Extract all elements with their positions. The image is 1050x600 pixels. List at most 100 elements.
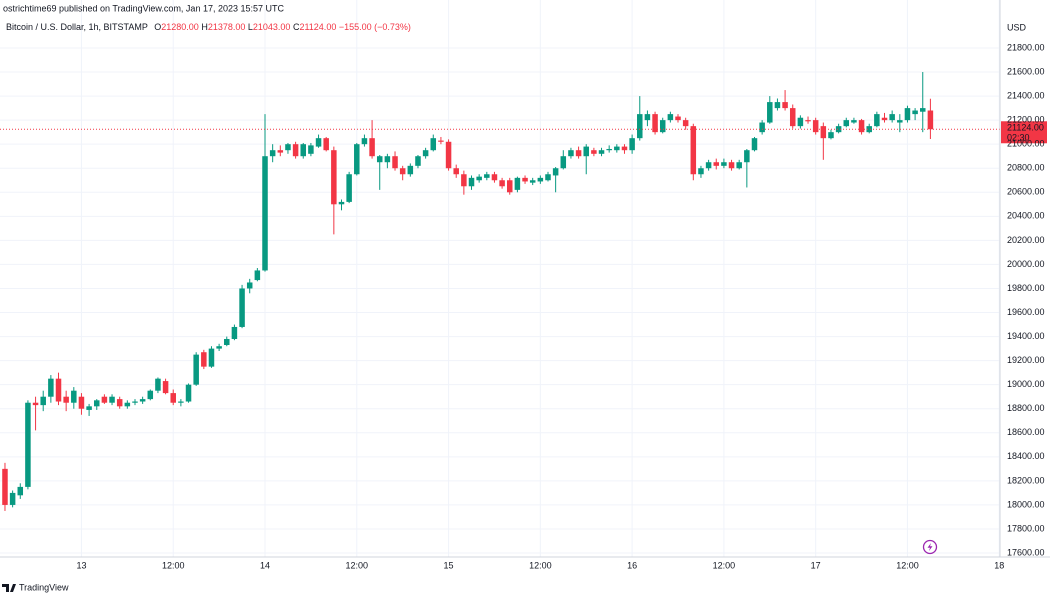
candle-body [614, 146, 620, 151]
candle-body [552, 168, 559, 176]
candle-body [208, 348, 215, 367]
y-tick-label: 19800.00 [1007, 283, 1045, 293]
candle-body [430, 138, 437, 151]
candle-body [468, 177, 475, 187]
candle-body [874, 114, 880, 127]
candle-body [820, 126, 827, 139]
y-tick-label: 20200.00 [1007, 235, 1045, 245]
candle-body [292, 144, 299, 157]
candle-body [32, 402, 39, 406]
candle-body [897, 120, 903, 123]
candle-body [323, 138, 329, 151]
candle-body [789, 108, 796, 127]
candle-body [866, 126, 872, 133]
candle-body [881, 117, 888, 121]
y-tick-label: 20600.00 [1007, 187, 1045, 197]
candle-body [185, 384, 192, 402]
candle-body [224, 338, 230, 345]
candle-body [621, 146, 628, 151]
candle-body [422, 150, 429, 157]
candle-body [300, 144, 307, 157]
candle-body [598, 150, 605, 154]
candle-body [812, 120, 819, 133]
candle-body [506, 180, 513, 193]
y-tick-label: 18800.00 [1007, 403, 1045, 413]
candle-body [9, 492, 16, 505]
candle-body [25, 402, 31, 487]
o-value: 21280.00 [161, 22, 199, 32]
candle-body [262, 156, 268, 271]
candle-body [568, 150, 574, 157]
price-tag-price: 21124.00 [1007, 123, 1044, 133]
candle-body [338, 201, 345, 205]
candle-body [484, 174, 490, 178]
candle-body [728, 162, 735, 169]
candle-body [843, 120, 850, 127]
candle-body [392, 156, 398, 169]
candle-body [415, 156, 421, 166]
y-tick-label: 20800.00 [1007, 163, 1045, 173]
candle-body [331, 150, 337, 205]
candle-body [346, 174, 352, 202]
y-tick-label: 18400.00 [1007, 451, 1045, 461]
candle-body [805, 120, 811, 122]
candle-body [721, 162, 727, 166]
candle-body [698, 168, 704, 175]
candle-body [667, 114, 674, 121]
candle-body [201, 352, 207, 367]
logo [2, 584, 16, 592]
candle-body [713, 162, 720, 166]
x-tick-label: 16 [627, 560, 637, 570]
candle-body [575, 150, 582, 157]
y-tick-label: 19400.00 [1007, 331, 1045, 341]
y-tick-label: 18600.00 [1007, 427, 1045, 437]
candle-body [399, 168, 406, 175]
candle-body [675, 116, 681, 121]
y-tick-label: 20400.00 [1007, 211, 1045, 221]
x-tick-label: 12:00 [529, 560, 552, 570]
candle-body [239, 288, 245, 327]
y-tick-label: 18200.00 [1007, 475, 1045, 485]
plot [0, 72, 1000, 511]
symbol: Bitcoin / U.S. Dollar, 1h, BITSTAMP O212… [6, 22, 411, 32]
candle-body [445, 141, 452, 169]
y-tick-label: 21000.00 [1007, 139, 1045, 149]
x-tick-label: 17 [811, 560, 821, 570]
candle-body [269, 150, 276, 157]
candle-body [705, 162, 712, 169]
candle-body [277, 150, 284, 153]
candle-body [858, 120, 865, 133]
l-label: L [248, 22, 253, 32]
h-label: H [201, 22, 208, 32]
candle-body [591, 150, 597, 154]
candle-body [782, 102, 788, 109]
candle-body [644, 114, 651, 121]
candle-body [529, 180, 536, 183]
candle-body [912, 110, 918, 115]
candle-body [835, 126, 842, 133]
o-label: O [154, 22, 161, 32]
y-tick-label: 21200.00 [1007, 115, 1045, 125]
lightning-icon [922, 539, 938, 555]
candle-body [560, 156, 567, 169]
symbol-name: Bitcoin / U.S. Dollar, 1h, BITSTAMP [6, 22, 148, 32]
candle-body [828, 132, 834, 139]
candle-body [178, 401, 184, 403]
price-tag-box [1001, 121, 1047, 144]
candle-body [376, 156, 383, 163]
candle-body [109, 396, 115, 403]
candle-body [246, 282, 253, 289]
y-tick-label: 19200.00 [1007, 355, 1045, 365]
candle-body [93, 400, 100, 407]
grid [0, 0, 1000, 557]
candle-body [767, 102, 773, 123]
y-tick-label: 19600.00 [1007, 307, 1045, 317]
candle-body [759, 122, 765, 133]
candle-body [231, 326, 238, 339]
candle-body [2, 468, 8, 505]
candle-body [17, 486, 24, 496]
y-tick-label: 17800.00 [1007, 523, 1045, 533]
candle-body [315, 138, 322, 147]
footer-brand: TradingView [19, 582, 69, 592]
